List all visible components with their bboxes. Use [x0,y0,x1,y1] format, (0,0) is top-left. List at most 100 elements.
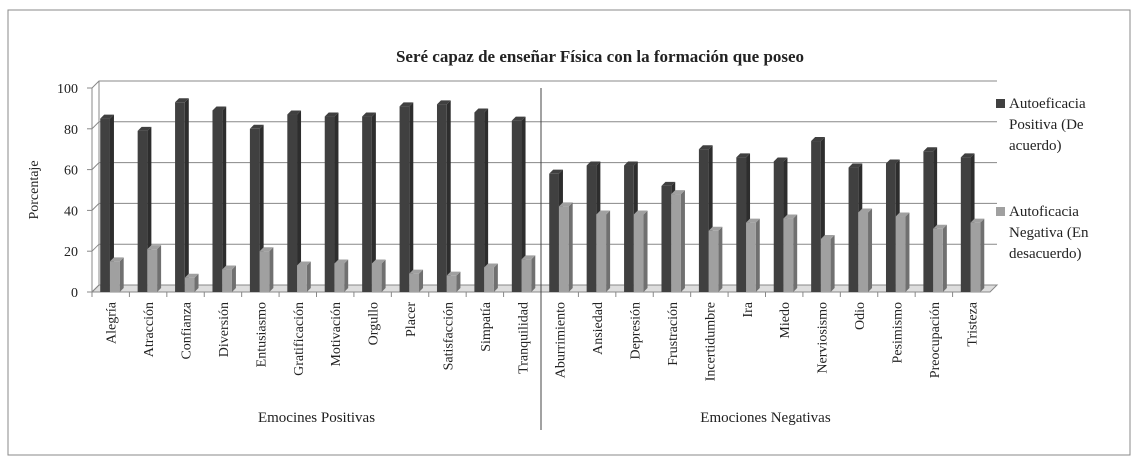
x-tick-label: Aburrimiento [554,302,569,378]
bar [175,102,185,292]
bar [773,161,784,292]
grid-line [91,202,997,211]
bar-top [212,106,227,111]
bar-top [371,259,386,264]
bar-top [287,110,302,115]
bar-top [297,261,311,266]
x-tick-label: Placer [404,302,419,337]
bar-top [820,234,835,239]
bar-top [222,265,236,270]
legend-label: Autoficacia Negativa (En desacuerdo) [1009,204,1089,262]
bar [698,149,709,292]
bar [923,151,934,292]
bar-top [596,210,611,215]
bar [222,269,232,292]
x-tick-label: Nerviosismo [816,302,831,374]
bar [362,116,372,292]
bar [521,259,532,292]
legend-swatch [996,99,1005,108]
bar-side [446,100,451,292]
grid-line [91,80,997,89]
bar-top [324,112,339,117]
bar-top [137,126,152,131]
bar [212,110,223,292]
y-tick-label: 100 [57,82,78,97]
bar [970,222,981,292]
bar [334,263,345,292]
bar [100,118,110,292]
bar [324,116,335,292]
bar [811,141,821,292]
bar-side [830,234,835,292]
bar [297,265,307,292]
bar-top [409,269,424,274]
bar [147,249,158,292]
bar-side [755,218,760,292]
legend-entry: Autoeficacia Positiva (De acuerdo) [996,94,1136,157]
bar-top [960,153,975,158]
bar-top [746,218,760,223]
group-label: Emocines Positivas [258,410,375,426]
bar-side [793,214,798,292]
y-tick-label: 60 [64,164,78,179]
bar-top [923,147,938,152]
bar-side [409,102,414,292]
bar [708,230,719,292]
bar-top [446,271,461,276]
x-tick-label: Ansiedad [591,302,606,355]
bar [484,267,494,292]
bar [820,238,831,292]
bar [848,167,859,292]
bar [511,120,522,292]
bar-top [511,116,526,121]
bar-top [184,273,199,278]
bar [287,114,298,293]
bar-top [736,153,751,158]
bar [885,163,896,292]
x-tick-label: Alegría [105,301,120,344]
bar-top [147,245,162,250]
bar [259,251,270,292]
legend-swatch [996,207,1005,216]
bar-side [381,259,386,292]
bar-top [885,159,900,164]
bar-top [109,257,124,262]
bar [895,216,906,292]
bar-top [334,259,349,264]
y-axis-label: Porcentaje [27,160,42,219]
bar-top [848,163,863,168]
chart-title: Seré capaz de enseñar Física con la form… [396,47,804,66]
bar-side [718,226,723,292]
x-tick-label: Entusiasmo [254,302,269,367]
grid-line [91,121,997,130]
bar [371,263,382,292]
bar [184,277,195,292]
bar-side [419,269,424,292]
bar-top [558,202,573,207]
bar [549,173,559,292]
bar-side [157,245,162,292]
bar-top [811,137,825,142]
bar-top [661,181,676,186]
bar-side [493,263,498,292]
y-tick-label: 20 [64,245,78,260]
bar-top [773,157,788,162]
grid-line [91,162,997,170]
bar-side [109,114,114,292]
bar-top [708,226,723,231]
bar-top [362,112,376,117]
bar [596,214,607,292]
bar [436,104,447,292]
y-tick-label: 0 [71,286,78,301]
bar-top [259,247,274,252]
bar-top [895,212,910,217]
x-tick-label: Depresión [629,302,644,360]
bar-side [868,208,873,292]
bar-side [568,202,573,292]
bar [474,112,485,292]
x-tick-label: Incertidumbre [703,302,718,381]
x-tick-label: Pesimismo [890,302,905,363]
bar-side [334,112,339,292]
legend-entry: Autoficacia Negativa (En desacuerdo) [996,202,1136,265]
